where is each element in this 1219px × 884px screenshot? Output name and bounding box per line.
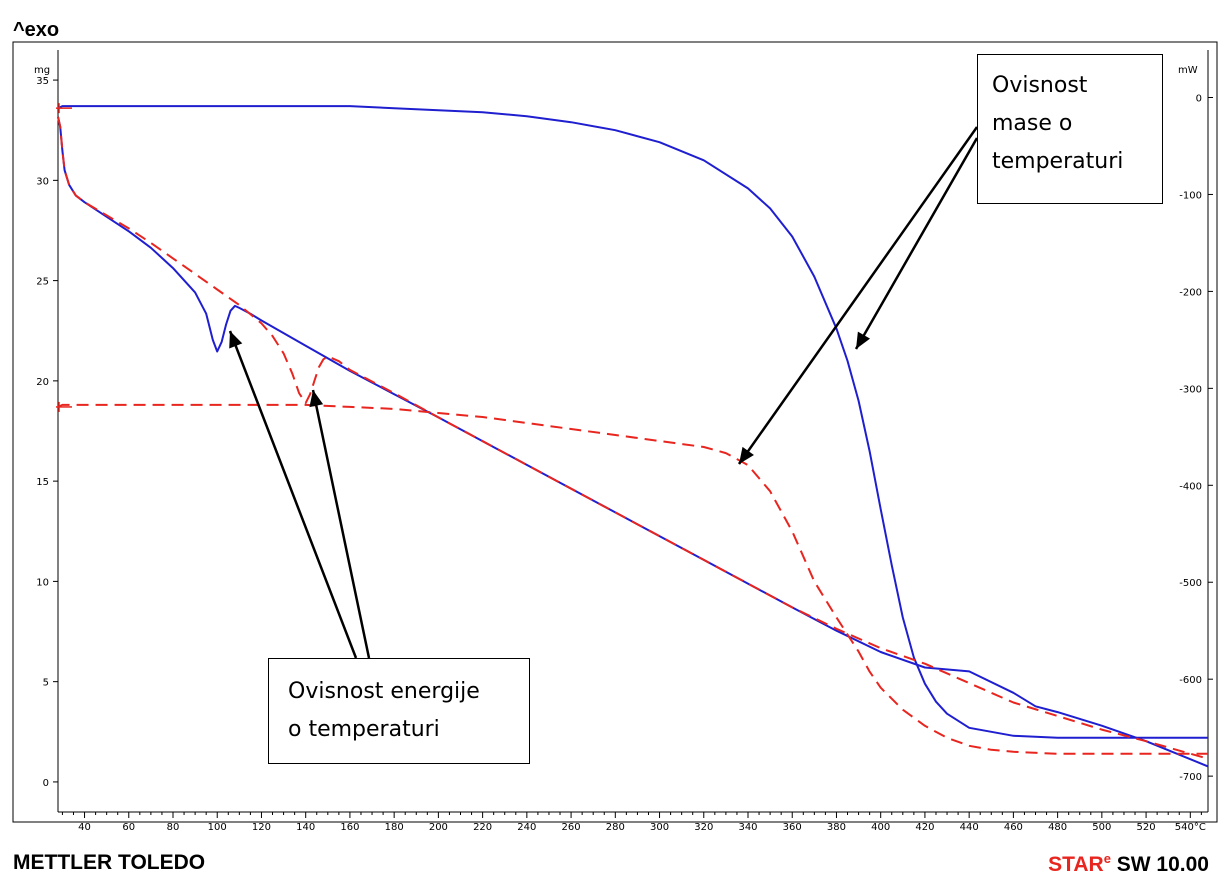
mass-annotation-line-2: mase o [992,111,1073,136]
x-tick-label: 480 [1048,822,1067,833]
left-tick-label: 20 [36,377,49,388]
x-tick-label: 420 [915,822,934,833]
energy-annotation-line-2: o temperaturi [288,717,440,742]
left-tick-label: 5 [43,678,49,689]
right-tick-label: -100 [1179,190,1202,201]
right-tick-label: -300 [1179,384,1202,395]
series-line-red-mW [57,116,1209,760]
x-tick-label: 40 [78,822,91,833]
annotation-arrow-head [309,390,324,408]
x-tick-label: 360 [783,822,802,833]
x-tick-label: 120 [252,822,271,833]
x-tick-label: 160 [340,822,359,833]
x-tick-label: 220 [473,822,492,833]
energy-annotation-box: Ovisnost energije o temperaturi [268,658,530,764]
x-tick-label: 460 [1004,822,1023,833]
software-star-superscript: e [1103,851,1111,866]
annotation-arrow-shaft [737,126,979,465]
left-axis: 0 5 10 15 20 25 30 35 [36,50,59,812]
left-axis-unit: mg [34,65,50,76]
annotation-arrow-shaft [311,389,371,659]
right-tick-label: -600 [1179,675,1202,686]
x-tick-label: 340 [738,822,757,833]
left-tick-label: 15 [36,477,49,488]
x-tick-label: 280 [606,822,625,833]
x-tick-label: 100 [208,822,227,833]
x-tick-label: 240 [517,822,536,833]
series-line-red-mg [57,403,1208,755]
x-tick-label: 60 [122,822,135,833]
right-tick-label: -500 [1179,578,1202,589]
x-tick-label: 320 [694,822,713,833]
left-tick-label: 35 [36,76,49,87]
right-tick-label: -400 [1179,481,1202,492]
x-tick-label: 400 [871,822,890,833]
mass-annotation-box: Ovisnost mase o temperaturi [977,54,1163,204]
x-tick-label: 380 [827,822,846,833]
x-axis: 40 60 80 100 120 140 160 180 200 220 240 260 280 300 3… [58,811,1208,833]
series-line-blue-mg [57,105,1208,739]
mass-annotation-line-1: Ovisnost [992,73,1088,98]
x-tick-label: 80 [167,822,180,833]
x-tick-label: 500 [1092,822,1111,833]
x-tick-label: 200 [429,822,448,833]
x-tick-label: 540°C [1175,822,1206,833]
annotation-arrow-shaft [854,137,979,350]
brand-label: METTLER TOLEDO [13,851,206,874]
annotation-arrow-shaft [228,330,358,659]
annotation-arrows [228,126,979,659]
software-star: STAR [1048,853,1104,876]
energy-annotation-line-1: Ovisnost energije [288,679,480,704]
annotation-arrow-head [856,331,871,349]
right-axis-unit: mW [1178,65,1198,76]
software-version-text: SW 10.00 [1110,853,1209,876]
left-tick-label: 0 [43,778,49,789]
left-tick-label: 10 [36,577,49,588]
right-tick-label: 0 [1196,94,1202,105]
software-version: STARe SW 10.00 [1048,851,1209,877]
x-tick-label: 520 [1137,822,1156,833]
left-tick-label: 30 [36,176,49,187]
mass-annotation-line-3: temperaturi [992,149,1124,174]
x-tick-label: 140 [296,822,315,833]
annotation-arrow-head [739,446,754,464]
right-tick-label: -200 [1179,287,1202,298]
x-tick-label: 260 [562,822,581,833]
series-layer [56,103,1209,768]
x-tick-label: 180 [385,822,404,833]
x-tick-label: 300 [650,822,669,833]
annotation-arrow-head [229,331,243,349]
right-axis: 0 -100 -200 -300 -400 -500 -600 -700 [1179,50,1213,812]
right-tick-label: -700 [1179,772,1202,783]
left-tick-label: 25 [36,277,49,288]
exo-label: ^exo [13,19,59,41]
x-tick-label: 440 [960,822,979,833]
